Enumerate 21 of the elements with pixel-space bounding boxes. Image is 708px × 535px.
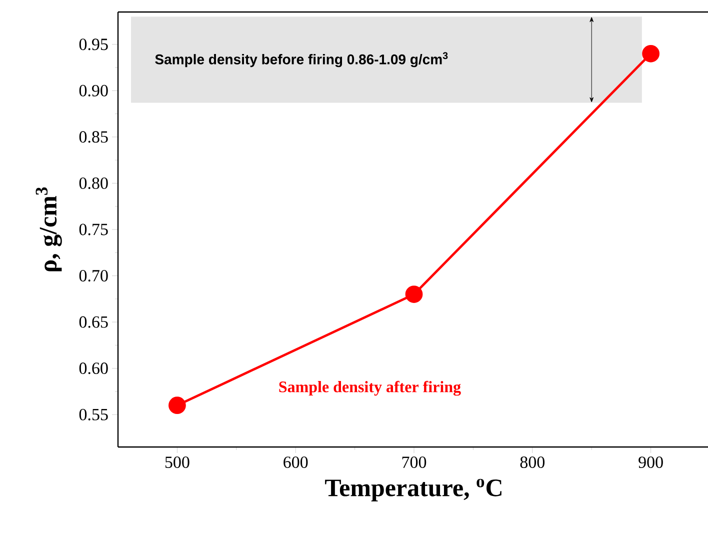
band-label: Sample density before firing 0.86-1.09 g/cm$^{3}$ xyxy=(155,52,448,68)
y-tick-label: 0.75 xyxy=(79,224,108,236)
y-tick-label: 0.85 xyxy=(79,131,108,143)
x-tick-label: 600 xyxy=(284,456,308,468)
series-label: Sample density after firing xyxy=(279,380,461,396)
x-tick-label: 700 xyxy=(402,456,426,468)
y-tick-label: 0.90 xyxy=(79,84,108,96)
point xyxy=(642,44,660,62)
y-tick-label: 0.55 xyxy=(79,408,108,420)
point xyxy=(405,286,423,303)
x-tick-label: 900 xyxy=(638,456,663,468)
y-tick-label: 0.70 xyxy=(79,270,108,282)
y-tick-label: 0.60 xyxy=(79,362,108,374)
point xyxy=(168,396,186,414)
y-axis-title: ρ, g/cm$^{3}$ xyxy=(36,187,62,272)
x-axis-title: Temperature, $^{o}$C xyxy=(325,478,502,502)
x-tick-label: 500 xyxy=(165,456,190,468)
y-tick-label: 0.65 xyxy=(79,316,108,328)
y-tick-label: 0.80 xyxy=(79,177,108,189)
y-tick-label: 0.95 xyxy=(79,38,108,50)
x-tick-label: 800 xyxy=(520,456,545,468)
